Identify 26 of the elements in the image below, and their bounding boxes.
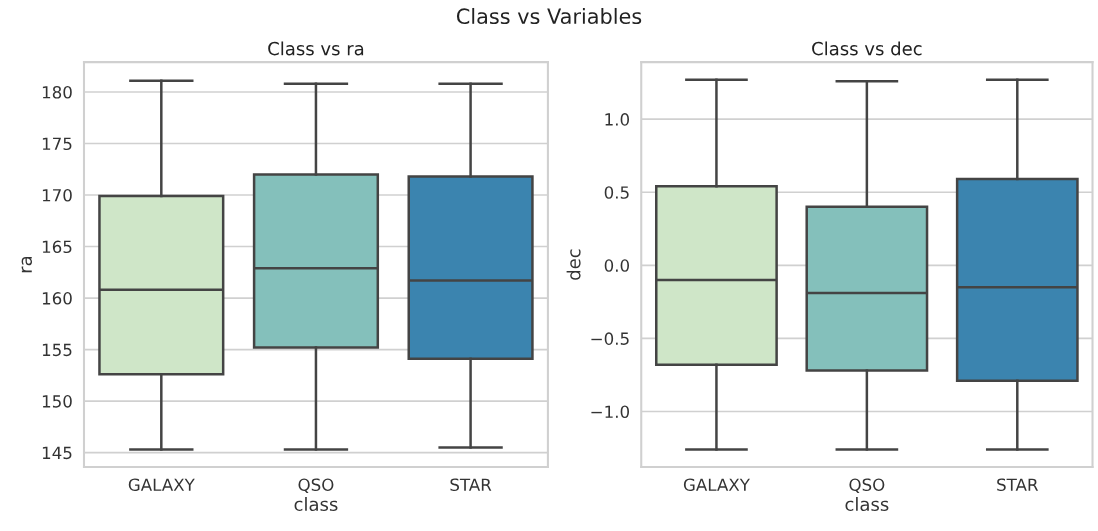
x-tick-label: GALAXY bbox=[683, 478, 750, 492]
x-tick-label: QSO bbox=[298, 478, 334, 493]
text: Class vs Variables bbox=[456, 7, 642, 25]
y-tick-label: 160 bbox=[42, 292, 72, 305]
y-tick-label: 150 bbox=[42, 395, 72, 408]
x-tick-label: STAR bbox=[450, 478, 492, 492]
y-tick-label: 0.5 bbox=[604, 186, 629, 199]
y-tick-label: 155 bbox=[42, 343, 72, 357]
chart-title: Class vs dec bbox=[812, 41, 922, 56]
y-axis-title: ra bbox=[21, 256, 33, 273]
chart-title: Class vs ra bbox=[268, 41, 364, 56]
y-tick-label: 165 bbox=[42, 240, 72, 254]
x-tick-label: STAR bbox=[997, 478, 1039, 492]
y-tick-label: 170 bbox=[42, 188, 72, 202]
y-tick-label: 145 bbox=[42, 446, 72, 460]
x-axis-title: class bbox=[294, 497, 338, 512]
x-axis-title: class bbox=[845, 497, 889, 512]
x-tick-label: GALAXY bbox=[128, 478, 195, 492]
y-tick-label: −0.5 bbox=[591, 332, 629, 345]
y-axis-title: dec bbox=[566, 249, 581, 280]
x-tick-label: QSO bbox=[849, 478, 885, 493]
y-tick-label: 180 bbox=[42, 85, 72, 99]
y-tick-label: −1.0 bbox=[591, 405, 630, 419]
y-tick-label: 0.0 bbox=[604, 259, 630, 272]
y-tick-label: 1.0 bbox=[605, 113, 630, 126]
y-tick-label: 175 bbox=[42, 137, 72, 151]
